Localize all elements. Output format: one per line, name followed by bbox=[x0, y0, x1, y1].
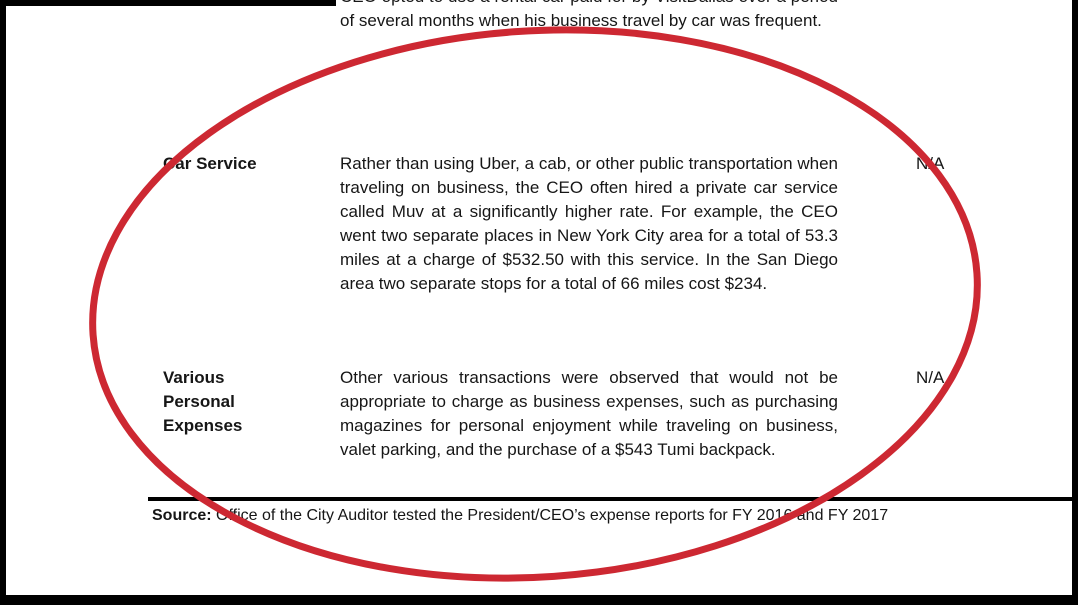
source-text: Office of the City Auditor tested the Pr… bbox=[211, 507, 889, 524]
row-value: N/A bbox=[916, 154, 945, 173]
row-description: Rather than using Uber, a cab, or other … bbox=[340, 154, 838, 293]
source-label: Source: bbox=[152, 507, 212, 524]
top-edge-bar bbox=[0, 0, 336, 6]
row-label-various-personal-expenses: Various Personal Expenses bbox=[163, 368, 243, 435]
page-border-bottom bbox=[0, 595, 1078, 605]
source-note: Source: Office of the City Auditor teste… bbox=[152, 506, 1052, 526]
page-border-left bbox=[0, 0, 6, 605]
row-value: N/A bbox=[916, 368, 945, 387]
row-description: Other various transactions were observed… bbox=[340, 368, 838, 459]
row-label-car-service: Car Service bbox=[163, 154, 257, 173]
divider-rule bbox=[148, 497, 1072, 501]
intro-paragraph: CEO opted to use a rental car paid for b… bbox=[340, 0, 838, 30]
page-border-right bbox=[1072, 0, 1078, 605]
